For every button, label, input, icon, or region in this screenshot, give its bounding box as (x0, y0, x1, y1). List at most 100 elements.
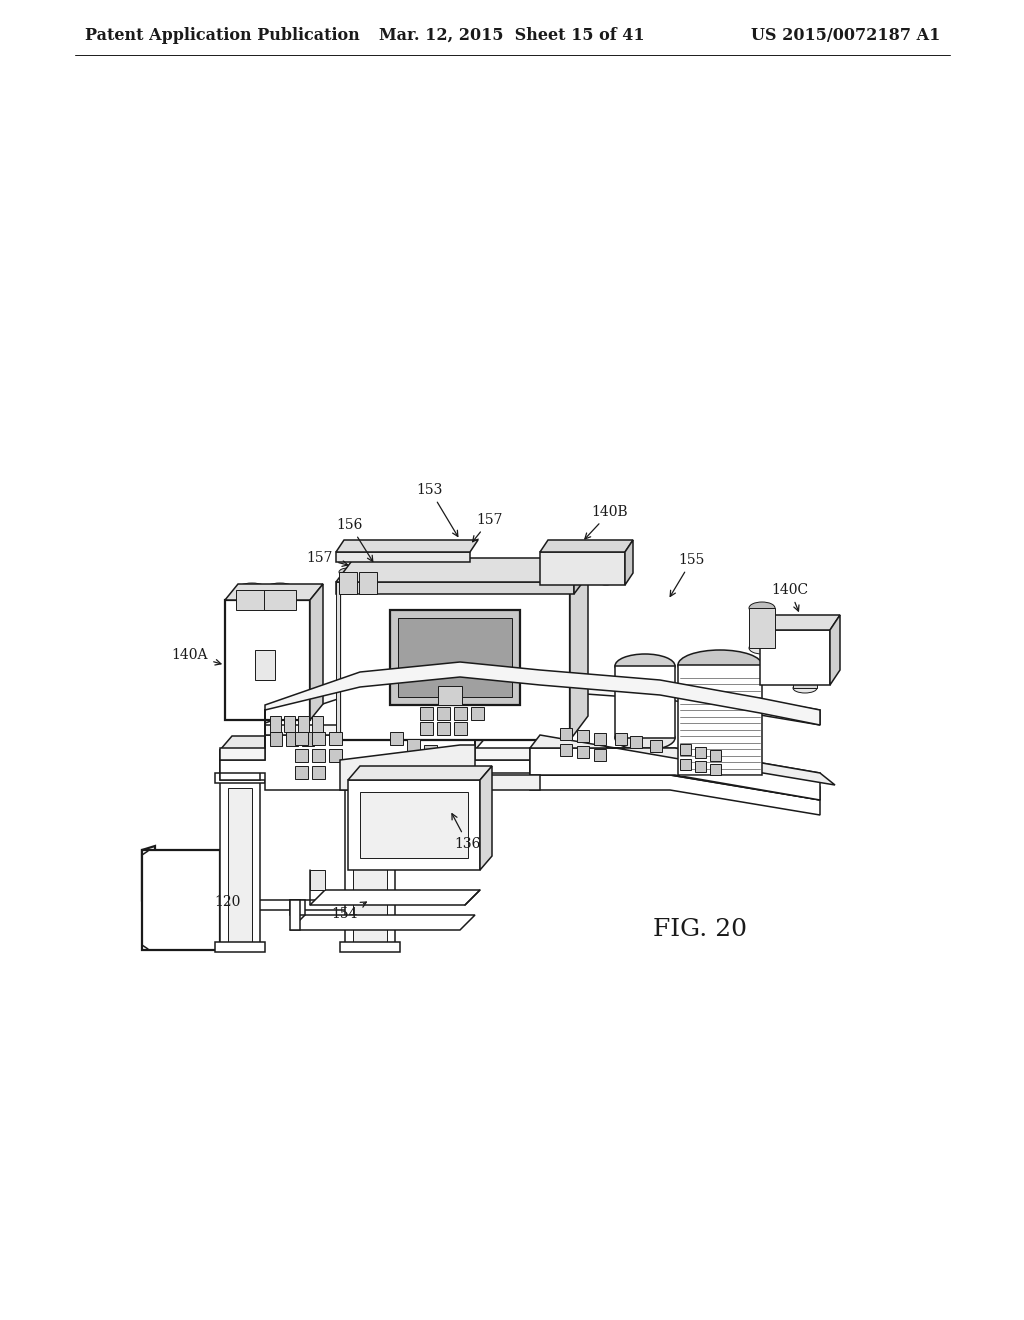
Text: 156: 156 (337, 517, 373, 561)
Ellipse shape (596, 553, 616, 564)
Polygon shape (398, 618, 512, 697)
Ellipse shape (339, 590, 357, 598)
Ellipse shape (548, 576, 568, 585)
Polygon shape (340, 744, 540, 789)
Polygon shape (340, 774, 400, 783)
Polygon shape (348, 766, 492, 780)
Polygon shape (540, 552, 625, 585)
Polygon shape (695, 747, 706, 758)
Polygon shape (312, 715, 323, 733)
Ellipse shape (359, 590, 377, 598)
Polygon shape (560, 744, 572, 756)
Polygon shape (270, 733, 282, 746)
Ellipse shape (339, 568, 357, 576)
Polygon shape (295, 748, 308, 762)
Text: 140A: 140A (172, 648, 221, 665)
Polygon shape (298, 715, 309, 733)
Polygon shape (560, 729, 572, 741)
Polygon shape (678, 665, 762, 775)
Polygon shape (760, 615, 840, 630)
Polygon shape (290, 915, 475, 931)
Ellipse shape (749, 642, 775, 653)
Polygon shape (142, 850, 220, 950)
Polygon shape (312, 748, 325, 762)
Polygon shape (142, 846, 155, 900)
Polygon shape (760, 630, 830, 685)
Ellipse shape (236, 583, 268, 597)
Polygon shape (680, 744, 691, 755)
Polygon shape (438, 686, 462, 705)
Circle shape (756, 776, 764, 784)
Polygon shape (220, 750, 475, 780)
Polygon shape (265, 671, 820, 735)
Polygon shape (310, 870, 325, 890)
Circle shape (616, 763, 624, 771)
Ellipse shape (572, 576, 592, 585)
Ellipse shape (359, 568, 377, 576)
Polygon shape (340, 566, 588, 590)
Polygon shape (236, 590, 268, 610)
Polygon shape (312, 733, 325, 744)
Polygon shape (650, 741, 662, 752)
Polygon shape (793, 652, 817, 688)
Polygon shape (530, 735, 835, 785)
Ellipse shape (780, 665, 804, 675)
Polygon shape (530, 748, 820, 800)
Text: 155: 155 (670, 553, 706, 597)
Polygon shape (577, 730, 589, 742)
Ellipse shape (793, 647, 817, 657)
Polygon shape (695, 762, 706, 772)
Polygon shape (437, 722, 450, 735)
Polygon shape (424, 744, 437, 758)
Polygon shape (290, 900, 300, 931)
Text: 153: 153 (417, 483, 458, 536)
Text: 157: 157 (473, 513, 503, 541)
Polygon shape (142, 900, 370, 909)
Polygon shape (295, 766, 308, 779)
Text: 140B: 140B (585, 506, 629, 539)
Polygon shape (220, 725, 820, 800)
Polygon shape (548, 558, 568, 579)
Polygon shape (710, 750, 721, 762)
Polygon shape (220, 735, 820, 814)
Polygon shape (471, 708, 484, 719)
Polygon shape (710, 764, 721, 775)
Ellipse shape (793, 682, 817, 693)
Ellipse shape (236, 603, 268, 616)
Ellipse shape (596, 576, 616, 585)
Text: Patent Application Publication: Patent Application Publication (85, 26, 359, 44)
Text: US 2015/0072187 A1: US 2015/0072187 A1 (751, 26, 940, 44)
Polygon shape (630, 737, 642, 748)
Polygon shape (359, 572, 377, 594)
Polygon shape (615, 733, 627, 744)
Polygon shape (228, 788, 252, 942)
Ellipse shape (615, 653, 675, 678)
Polygon shape (615, 667, 675, 738)
Ellipse shape (548, 553, 568, 564)
Polygon shape (454, 708, 467, 719)
Ellipse shape (678, 649, 762, 680)
Polygon shape (420, 722, 433, 735)
Polygon shape (574, 558, 592, 594)
Circle shape (636, 766, 644, 774)
Polygon shape (220, 780, 260, 950)
Polygon shape (830, 615, 840, 685)
Polygon shape (284, 715, 295, 733)
Polygon shape (345, 775, 395, 950)
Polygon shape (339, 572, 357, 594)
Polygon shape (215, 774, 265, 783)
Polygon shape (594, 733, 606, 744)
Polygon shape (225, 583, 323, 601)
Polygon shape (749, 609, 775, 648)
Text: 120: 120 (215, 895, 242, 909)
Polygon shape (310, 583, 323, 719)
Text: 136: 136 (452, 813, 481, 851)
Polygon shape (264, 590, 296, 610)
Ellipse shape (615, 726, 675, 750)
Polygon shape (220, 737, 487, 750)
Polygon shape (336, 582, 574, 594)
Polygon shape (437, 708, 450, 719)
Polygon shape (220, 750, 260, 780)
Polygon shape (360, 792, 468, 858)
Polygon shape (336, 540, 478, 552)
